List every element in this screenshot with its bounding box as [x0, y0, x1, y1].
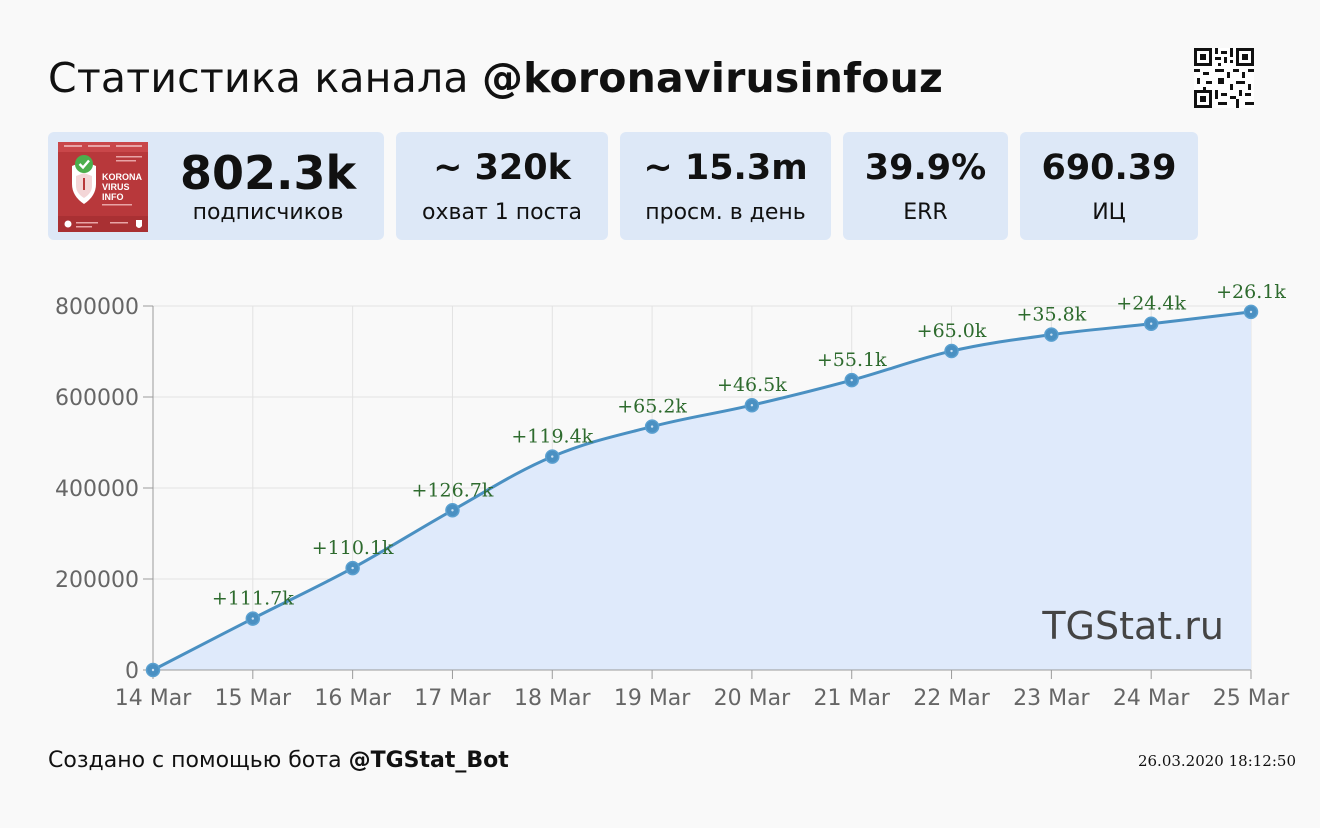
data-label-6: +46.5k	[717, 374, 787, 396]
subscribers-card: KORONA VIRUS INFO 802.3k подписчиков	[48, 132, 384, 240]
data-point-center-1	[251, 617, 255, 620]
chart-x-tick-labels: 14 Mar 15 Mar 16 Mar 17 Mar 18 Mar 19 Mar 20 M…	[115, 686, 1290, 711]
title-prefix: Статистика канала	[48, 54, 482, 102]
footer-created-prefix: Создано с помощью бота	[48, 748, 349, 773]
reach-label: охват 1 поста	[422, 200, 582, 225]
x-tick-label-3: 17 Mar	[414, 686, 491, 711]
y-tick-label-4: 800000	[55, 295, 139, 320]
chart-watermark: TGStat.ru	[1041, 604, 1224, 648]
x-tick-label-2: 16 Mar	[314, 686, 391, 711]
page-title: Статистика канала @koronavirusinfouz	[48, 50, 943, 106]
citation-index-card: 690.39 ИЦ	[1020, 132, 1198, 240]
avatar-line-1: KORONA	[102, 172, 142, 182]
data-label-5: +65.2k	[617, 396, 687, 418]
x-tick-label-0: 14 Mar	[115, 686, 192, 711]
chart-series-line	[152, 310, 1252, 672]
y-tick-label-3: 600000	[55, 386, 139, 411]
x-tick-label-10: 24 Mar	[1113, 686, 1190, 711]
data-point-center-2	[351, 566, 354, 570]
qr-code-icon[interactable]	[1194, 48, 1254, 108]
subscribers-value: 802.3k	[179, 146, 357, 200]
reach-value: ~ 320k	[433, 148, 571, 188]
data-point-center-7	[850, 378, 853, 382]
citation-index-value: 690.39	[1041, 148, 1177, 188]
x-tick-label-11: 25 Mar	[1213, 686, 1290, 711]
data-label-2: +110.1k	[312, 537, 394, 559]
err-card: 39.9% ERR	[843, 132, 1008, 240]
bot-handle-link[interactable]: @TGStat_Bot	[348, 748, 509, 773]
data-point-center-10	[1149, 322, 1153, 325]
y-tick-label-2: 400000	[55, 477, 139, 502]
data-label-9: +35.8k	[1016, 304, 1086, 326]
data-point-center-9	[1050, 333, 1053, 336]
x-tick-label-6: 20 Mar	[714, 686, 791, 711]
daily-views-label: просм. в день	[645, 200, 806, 225]
channel-handle[interactable]: @koronavirusinfouz	[481, 54, 944, 102]
data-label-7: +55.1k	[817, 349, 887, 371]
citation-index-label: ИЦ	[1092, 200, 1126, 225]
avatar-line-2: VIRUS	[102, 182, 130, 192]
daily-views-card: ~ 15.3m просм. в день	[620, 132, 831, 240]
generated-timestamp: 26.03.2020 18:12:50	[1137, 752, 1296, 770]
x-tick-label-5: 19 Mar	[614, 686, 691, 711]
data-label-4: +119.4k	[511, 426, 593, 448]
data-label-1: +111.7k	[212, 588, 294, 610]
data-label-8: +65.0k	[917, 320, 987, 342]
x-tick-label-1: 15 Mar	[215, 686, 292, 711]
x-tick-label-8: 22 Mar	[913, 686, 990, 711]
channel-avatar[interactable]: KORONA VIRUS INFO	[58, 142, 148, 232]
y-tick-label-1: 200000	[55, 568, 139, 593]
data-point-center-4	[551, 455, 554, 458]
chart-area-fill	[153, 311, 1251, 670]
x-tick-label-9: 23 Mar	[1013, 686, 1090, 711]
subscribers-label: подписчиков	[192, 200, 344, 225]
data-label-3: +126.7k	[412, 479, 494, 501]
avatar-line-3: INFO	[102, 192, 124, 202]
err-label: ERR	[903, 200, 948, 225]
x-tick-label-7: 21 Mar	[813, 686, 890, 711]
daily-views-value: ~ 15.3m	[643, 148, 808, 188]
data-label-10: +24.4k	[1116, 293, 1186, 315]
footer-credit: Создано с помощью бота @TGStat_Bot	[48, 746, 509, 776]
chart-y-tick-labels: 0 200000 400000 600000 800000	[55, 295, 139, 684]
data-point-center-3	[451, 509, 454, 512]
data-point-center-6	[750, 403, 754, 407]
reach-card: ~ 320k охват 1 поста	[396, 132, 608, 240]
err-value: 39.9%	[864, 148, 987, 188]
chart-points	[145, 304, 1259, 678]
x-tick-label-4: 18 Mar	[514, 686, 591, 711]
data-point-center-0	[151, 668, 155, 672]
chart-data-labels: +111.7k +110.1k +126.7k +119.4k +65.2k +46.5k…	[212, 281, 1286, 610]
subscribers-line-chart: TGStat.ru +111.7k +110.1k +126.7k +119.4k +6…	[55, 281, 1290, 711]
y-tick-label-0: 0	[125, 659, 139, 684]
data-label-11: +26.1k	[1216, 281, 1286, 303]
data-point-center-11	[1249, 310, 1253, 314]
data-point-center-8	[950, 349, 953, 353]
data-point-center-5	[650, 425, 654, 428]
